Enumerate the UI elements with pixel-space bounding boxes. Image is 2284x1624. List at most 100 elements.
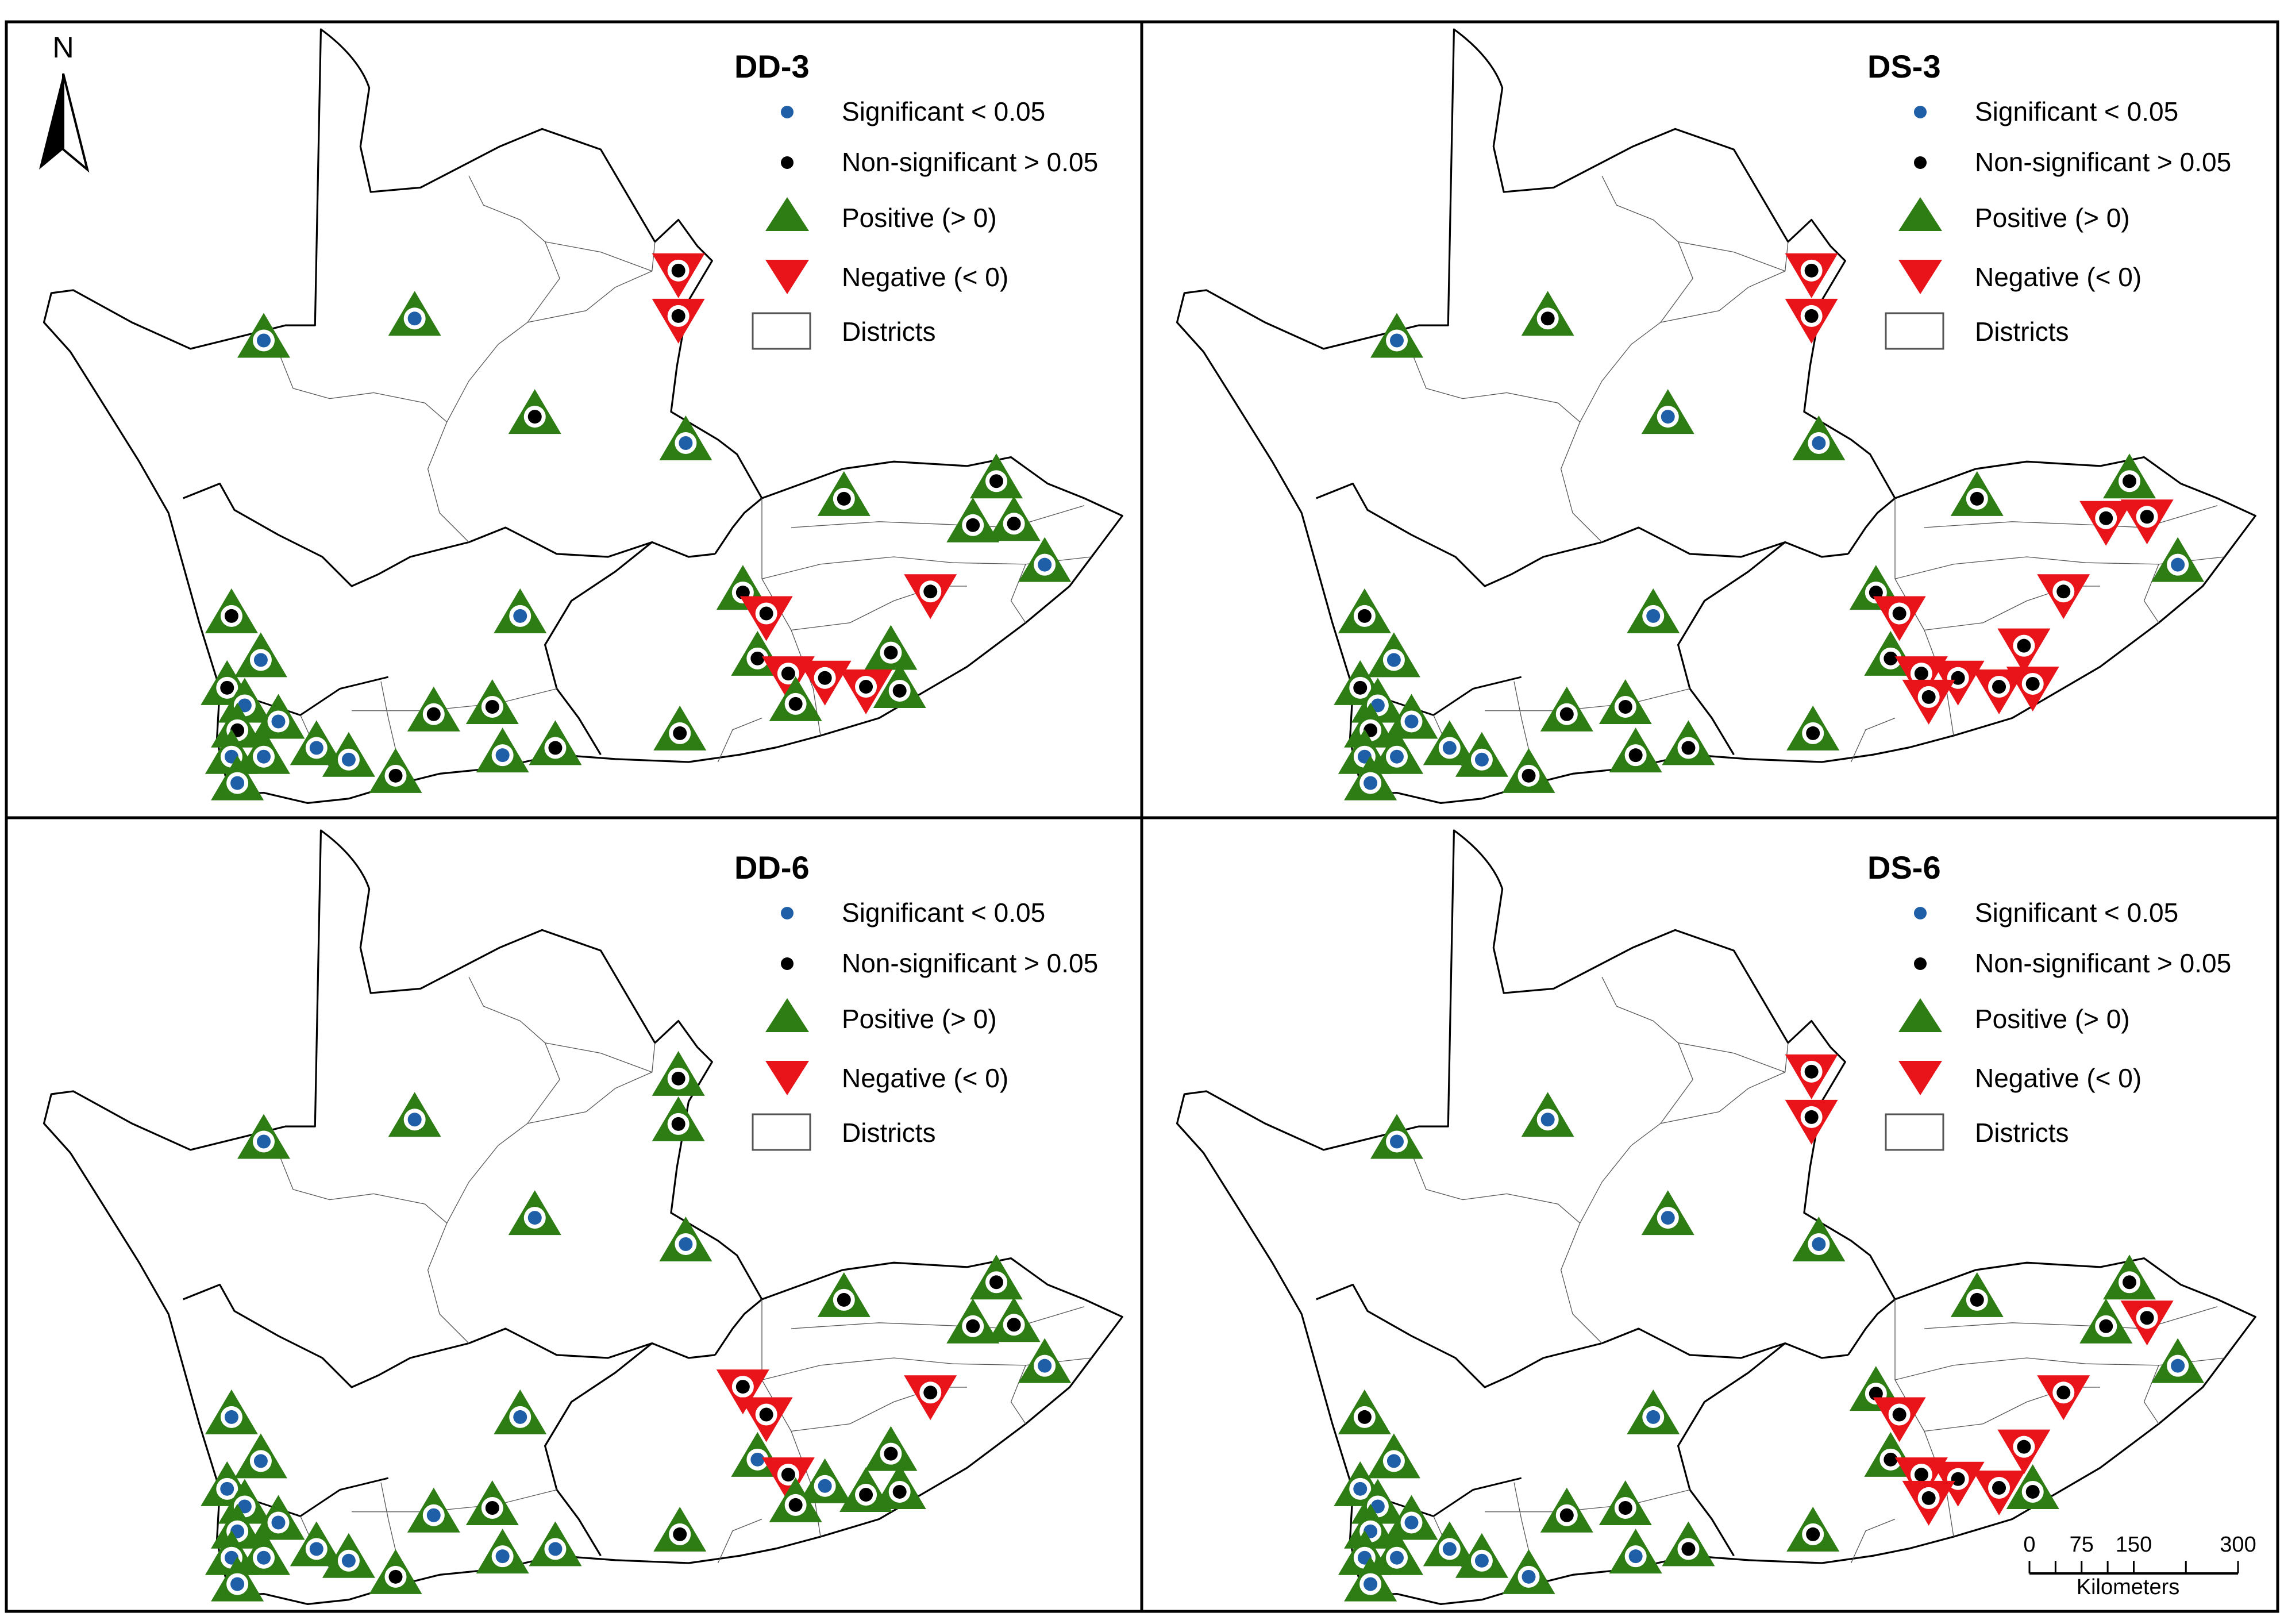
station-marker-positive-significant bbox=[211, 755, 264, 801]
stations-dd3 bbox=[201, 253, 1072, 801]
legend-significant-icon bbox=[781, 106, 794, 118]
station-marker-positive-nonsignificant bbox=[369, 748, 422, 793]
legend-significant-label: Significant < 0.05 bbox=[842, 97, 1045, 126]
legend-significant-label: Significant < 0.05 bbox=[1975, 898, 2178, 928]
legend-districts-icon bbox=[1885, 1113, 1944, 1151]
legend-nonsignificant-icon bbox=[1914, 957, 1927, 970]
station-marker-positive-nonsignificant bbox=[873, 1464, 926, 1509]
legend-negative-label: Negative (< 0) bbox=[1975, 262, 2142, 292]
station-marker-positive-significant bbox=[1018, 537, 1072, 582]
panel-title: DS-6 bbox=[1867, 849, 1941, 886]
legend-districts-icon bbox=[752, 1113, 811, 1151]
legend-districts: Districts bbox=[752, 312, 936, 350]
station-marker-positive-significant bbox=[205, 1389, 258, 1434]
station-marker-positive-significant bbox=[1641, 1190, 1694, 1236]
station-marker-negative-nonsignificant bbox=[1894, 1457, 1948, 1503]
station-marker-negative-nonsignificant bbox=[1973, 1471, 2026, 1516]
station-marker-positive-significant bbox=[290, 1521, 343, 1567]
station-marker-positive-nonsignificant bbox=[987, 496, 1041, 541]
station-marker-positive-significant bbox=[1367, 632, 1420, 678]
station-marker-positive-nonsignificant bbox=[946, 1298, 1000, 1344]
station-marker-positive-nonsignificant bbox=[465, 1480, 519, 1525]
panel-ds3: DS-3 Significant < 0.05 Non-significant > … bbox=[1177, 29, 2256, 803]
station-marker-negative-nonsignificant bbox=[1902, 1480, 1955, 1526]
station-marker-positive-nonsignificant bbox=[987, 1297, 1041, 1342]
station-marker-positive-significant bbox=[388, 291, 441, 336]
station-marker-positive-nonsignificant bbox=[2103, 1254, 2156, 1300]
stations-dd6 bbox=[201, 1050, 1072, 1602]
scale-bar: 0 75 150 300 Kilometers bbox=[2023, 1533, 2256, 1599]
station-marker-positive-significant bbox=[1521, 1092, 1574, 1137]
station-marker-positive-significant bbox=[1455, 732, 1508, 777]
legend-negative: Negative (< 0) bbox=[1898, 1061, 2142, 1095]
legend-dd3: DD-3 Significant < 0.05 Non-significant > … bbox=[734, 48, 1098, 350]
scale-bar-tick-label: 0 bbox=[2023, 1533, 2035, 1557]
legend-negative-label: Negative (< 0) bbox=[842, 1063, 1008, 1093]
legend-positive: Positive (> 0) bbox=[765, 998, 997, 1034]
map-ds3 bbox=[1177, 29, 2256, 803]
legend-significant: Significant < 0.05 bbox=[781, 97, 1045, 126]
station-marker-positive-nonsignificant bbox=[369, 1549, 422, 1594]
legend-nonsignificant: Non-significant > 0.05 bbox=[1914, 948, 2231, 978]
legend-negative-icon bbox=[765, 1061, 809, 1095]
legend-positive: Positive (> 0) bbox=[1898, 197, 2130, 233]
station-marker-positive-nonsignificant bbox=[529, 720, 582, 765]
station-marker-negative-nonsignificant bbox=[1873, 1397, 1926, 1442]
legend-dd6: DD-6 Significant < 0.05 Non-significant > … bbox=[734, 849, 1098, 1151]
station-marker-negative-nonsignificant bbox=[839, 669, 893, 715]
station-marker-positive-significant bbox=[1370, 1114, 1423, 1159]
legend-districts-icon bbox=[752, 312, 811, 350]
station-marker-positive-significant bbox=[1344, 1556, 1397, 1602]
station-marker-positive-significant bbox=[322, 1533, 375, 1578]
station-marker-negative-nonsignificant bbox=[739, 1397, 793, 1442]
station-marker-positive-significant bbox=[659, 415, 712, 460]
map-ds6 bbox=[1177, 830, 2256, 1604]
station-marker-positive-significant bbox=[1351, 678, 1404, 723]
station-marker-positive-significant bbox=[508, 1190, 561, 1236]
station-marker-positive-significant bbox=[407, 1487, 460, 1533]
station-marker-positive-significant bbox=[1370, 729, 1423, 774]
stations-ds3 bbox=[1334, 253, 2205, 801]
legend-positive-label: Positive (> 0) bbox=[1975, 1004, 2130, 1034]
legend-nonsignificant-label: Non-significant > 0.05 bbox=[842, 948, 1098, 978]
legend-negative-icon bbox=[765, 260, 809, 294]
legend-negative: Negative (< 0) bbox=[1898, 260, 2142, 294]
station-marker-positive-significant bbox=[476, 728, 529, 773]
legend-districts: Districts bbox=[1885, 312, 2069, 350]
legend-negative-label: Negative (< 0) bbox=[1975, 1063, 2142, 1093]
station-marker-positive-nonsignificant bbox=[1786, 705, 1840, 751]
station-marker-negative-nonsignificant bbox=[1873, 596, 1926, 641]
legend-nonsignificant-icon bbox=[781, 156, 794, 169]
station-marker-positive-nonsignificant bbox=[769, 1477, 822, 1522]
panel-title: DS-3 bbox=[1867, 48, 1941, 84]
station-marker-positive-nonsignificant bbox=[1502, 748, 1555, 793]
station-marker-positive-nonsignificant bbox=[946, 497, 1000, 542]
station-marker-negative-nonsignificant bbox=[2037, 574, 2090, 619]
station-marker-positive-nonsignificant bbox=[2079, 1298, 2133, 1344]
station-marker-negative-nonsignificant bbox=[1997, 1429, 2051, 1475]
legend-districts-label: Districts bbox=[1975, 1118, 2069, 1148]
legend-nonsignificant-label: Non-significant > 0.05 bbox=[1975, 147, 2231, 177]
legend-positive-icon bbox=[1898, 197, 1942, 231]
legend-significant: Significant < 0.05 bbox=[781, 898, 1045, 928]
legend-significant: Significant < 0.05 bbox=[1914, 898, 2178, 928]
station-marker-positive-significant bbox=[798, 1458, 852, 1503]
station-marker-positive-significant bbox=[494, 1389, 547, 1434]
legend-districts: Districts bbox=[752, 1113, 936, 1151]
legend-negative-icon bbox=[1898, 1061, 1942, 1095]
station-marker-positive-significant bbox=[234, 632, 287, 678]
station-marker-positive-nonsignificant bbox=[970, 453, 1023, 499]
panel-title: DD-6 bbox=[734, 849, 810, 886]
station-marker-positive-nonsignificant bbox=[1950, 471, 2004, 516]
station-marker-positive-significant bbox=[1502, 1549, 1555, 1594]
station-marker-positive-significant bbox=[1018, 1338, 1072, 1383]
station-marker-positive-nonsignificant bbox=[1338, 1389, 1391, 1434]
station-marker-positive-significant bbox=[211, 1556, 264, 1602]
scale-bar-tick-label: 150 bbox=[2116, 1533, 2152, 1557]
station-marker-negative-nonsignificant bbox=[2037, 1375, 2090, 1421]
legend-districts-icon bbox=[1885, 312, 1944, 350]
station-marker-positive-nonsignificant bbox=[970, 1254, 1023, 1300]
legend-positive: Positive (> 0) bbox=[765, 197, 997, 233]
station-marker-positive-nonsignificant bbox=[1786, 1506, 1840, 1552]
station-marker-positive-significant bbox=[494, 588, 547, 633]
